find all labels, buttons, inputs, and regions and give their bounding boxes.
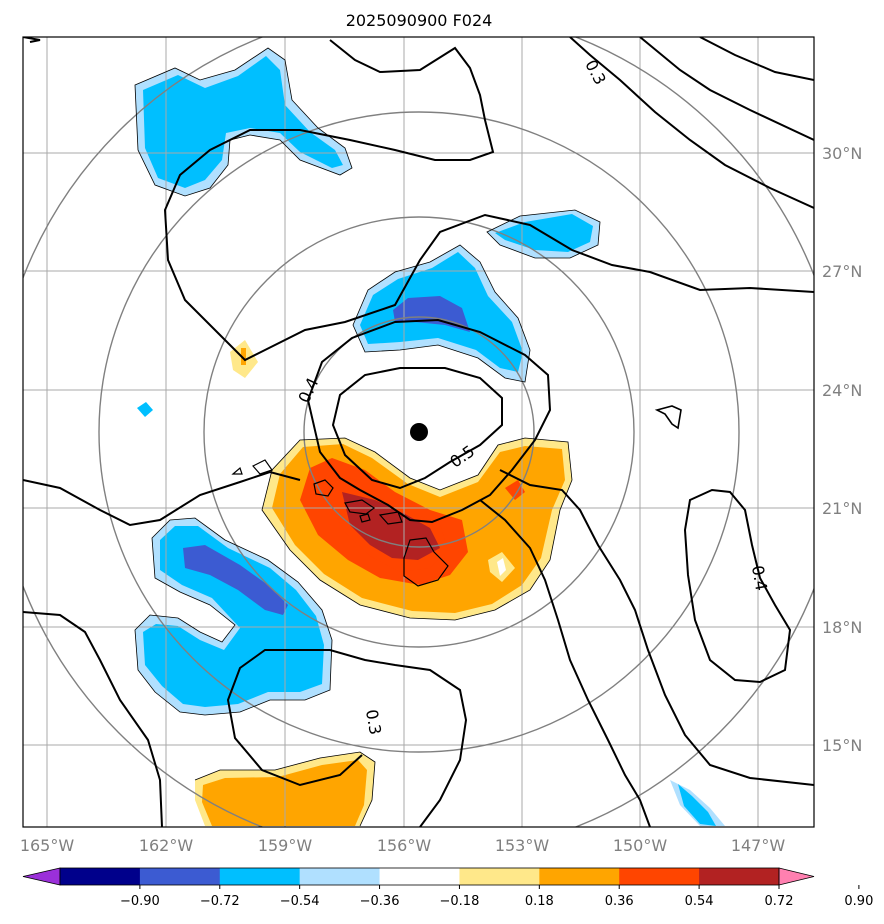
colorbar-segment <box>539 868 620 885</box>
colorbar-extend-max <box>778 867 815 886</box>
colorbar-label: −0.72 <box>200 894 240 909</box>
lat-tick-21n: 21°N <box>822 499 862 518</box>
lon-tick-labels: 165°W 162°W 159°W 156°W 153°W 150°W 147°… <box>20 836 786 855</box>
colorbar-label: −0.54 <box>280 894 320 909</box>
storm-center-marker <box>410 423 428 441</box>
lon-tick-165w: 165°W <box>20 836 75 855</box>
range-rings <box>23 37 814 827</box>
map-frame-border <box>22 36 815 828</box>
contour-label-bottom: 0.3 <box>362 708 385 736</box>
colorbar-label: 0.90 <box>844 894 873 909</box>
colorbar-label: 0.36 <box>605 894 634 909</box>
colorbar-segment <box>459 868 540 885</box>
colorbar: −0.90 −0.72 −0.54 −0.36 −0.18 0.18 0.36 0.54 0.7… <box>22 867 873 909</box>
lat-tick-15n: 15°N <box>822 736 862 755</box>
contour-lines <box>23 37 814 827</box>
colorbar-label: −0.90 <box>120 894 160 909</box>
lon-tick-162w: 162°W <box>139 836 194 855</box>
colorbar-segment <box>139 868 221 885</box>
colorbar-segment <box>60 868 141 885</box>
lon-tick-147w: 147°W <box>731 836 786 855</box>
lon-tick-159w: 159°W <box>258 836 313 855</box>
lat-tick-30n: 30°N <box>822 144 862 163</box>
lat-tick-24n: 24°N <box>822 381 862 400</box>
colorbar-segment <box>619 868 700 885</box>
colorbar-label: 0.72 <box>765 894 794 909</box>
contour-label-right: 0.4 <box>748 564 771 592</box>
lon-tick-150w: 150°W <box>613 836 668 855</box>
graticule <box>23 37 814 827</box>
colorbar-segment <box>379 868 460 885</box>
coastlines <box>134 47 682 827</box>
lat-tick-labels: 30°N 27°N 24°N 21°N 18°N 15°N <box>822 144 862 755</box>
colorbar-segment <box>299 868 381 885</box>
lat-tick-18n: 18°N <box>822 618 862 637</box>
lat-tick-27n: 27°N <box>822 262 862 281</box>
colorbar-extend-min <box>22 867 61 886</box>
colorbar-label: 0.54 <box>685 894 714 909</box>
map-content: 0.3 0.4 0.5 0.4 0.3 <box>23 37 814 827</box>
colorbar-label: −0.36 <box>360 894 400 909</box>
colorbar-segment <box>699 868 780 885</box>
colorbar-label: −0.18 <box>440 894 480 909</box>
colorbar-label: 0.18 <box>525 894 554 909</box>
lon-tick-153w: 153°W <box>495 836 550 855</box>
map-title: 2025090900 F024 <box>346 11 493 30</box>
colorbar-segment <box>219 868 301 885</box>
colorbar-outline <box>59 867 780 886</box>
lon-tick-156w: 156°W <box>377 836 432 855</box>
